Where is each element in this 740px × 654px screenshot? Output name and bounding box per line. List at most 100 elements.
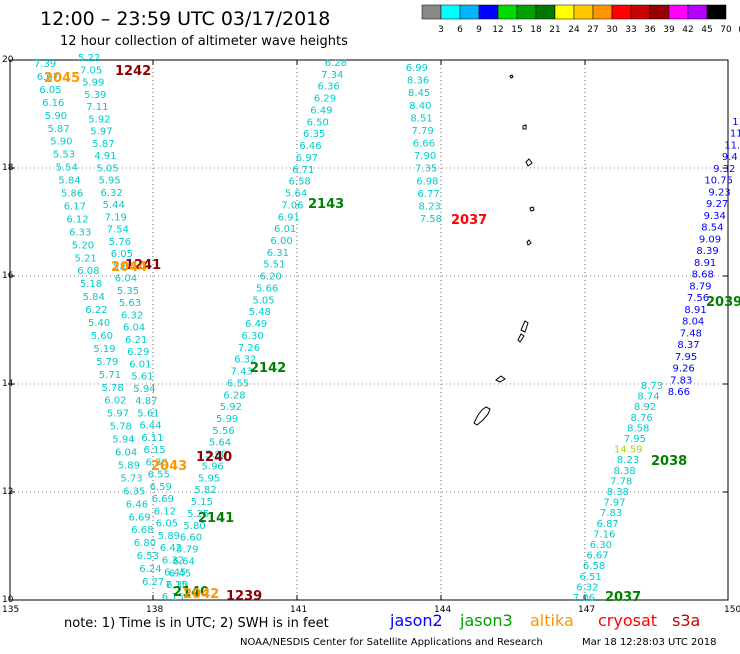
wave-height-value: 8.92 — [634, 402, 656, 413]
wave-height-value: 8.66 — [668, 387, 690, 398]
wave-height-value: 9.23 — [708, 187, 730, 198]
colorbar-label: 9 — [476, 25, 482, 35]
wave-height-value: 5.94 — [112, 435, 134, 446]
wave-height-value: 10.75 — [704, 176, 733, 187]
wave-height-value: 6.15 — [144, 445, 166, 456]
wave-height-value: 5.64 — [285, 189, 307, 200]
pagan-island — [529, 206, 535, 212]
wave-height-value: 6.11 — [141, 433, 163, 444]
colorbar-label: 18 — [530, 25, 542, 35]
wave-height-value: 5.61 — [131, 372, 153, 383]
wave-height-value: 5.89 — [118, 460, 140, 471]
wave-height-value: 9.34 — [704, 211, 726, 222]
wave-height-value: 7.83 — [670, 375, 692, 386]
timestamp-text: Mar 18 12:28:03 UTC 2018 — [582, 637, 717, 648]
wave-height-value: 6.28 — [223, 390, 245, 401]
wave-height-value: 6.44 — [139, 421, 161, 432]
wave-height-value: 7.95 — [624, 434, 646, 445]
wave-height-value: 9.32 — [713, 164, 735, 175]
guam-island — [473, 406, 491, 426]
wave-height-value: 5.97 — [107, 409, 129, 420]
wave-height-value: 11 — [730, 129, 740, 140]
wave-height-value: 6.12 — [66, 214, 88, 225]
colorbar-swatch — [440, 4, 461, 20]
pass-number-label: 2141 — [198, 511, 234, 526]
wave-height-value: 7.97 — [603, 498, 625, 509]
wave-height-value: 8.38 — [607, 487, 629, 498]
wave-height-value: 6.87 — [597, 519, 619, 530]
wave-height-value: 7.05 — [80, 65, 102, 76]
wave-height-value: 7.11 — [86, 102, 108, 113]
colorbar-swatch — [573, 4, 594, 20]
lat-lon-grid: 135 138 141 144 147 150 20 18 16 14 12 10 — [2, 55, 740, 615]
wave-height-value: 6.29 — [127, 347, 149, 358]
wave-height-value: 6.91 — [278, 212, 300, 223]
wave-height-value: 5.76 — [109, 237, 131, 248]
wave-height-value: 6.45 — [169, 568, 191, 579]
wave-height-value: 8.76 — [631, 413, 653, 424]
wave-height-value: 5.90 — [205, 450, 227, 461]
wave-height-value: 7.35 — [415, 164, 437, 175]
wave-height-value: 5.15 — [191, 497, 213, 508]
wave-height-value: 7.58 — [420, 214, 442, 225]
pass-number-label: 2143 — [308, 197, 344, 212]
wave-height-value: 6.49 — [245, 319, 267, 330]
pass-number-label: 2140 — [173, 585, 209, 600]
map-subtitle: 12 hour collection of altimeter wave hei… — [60, 34, 348, 49]
pass-number-label: 2045 — [44, 71, 80, 86]
wave-height-value: 6.68 — [131, 525, 153, 536]
wave-height-value: 6.77 — [417, 189, 439, 200]
latitude-label: 14 — [2, 379, 14, 389]
wave-height-value: 6.69 — [152, 494, 174, 505]
wave-height-value: 6.71 — [292, 165, 314, 176]
wave-height-value: 5.95 — [198, 473, 220, 484]
wave-height-value: 5.56 — [212, 426, 234, 437]
pass-number-label: 1242 — [115, 64, 151, 79]
wave-height-value: 6.24 — [139, 564, 161, 575]
latitude-label: 12 — [2, 487, 13, 497]
wave-height-value: 6.30 — [590, 540, 612, 551]
longitude-label: 141 — [290, 605, 307, 615]
tinian-island — [517, 333, 525, 343]
colorbar-label: 33 — [625, 25, 636, 35]
wave-height-value: 8.73 — [641, 381, 663, 392]
colorbar-swatch — [630, 4, 651, 20]
wave-height-value: 8.37 — [677, 340, 699, 351]
wave-height-value: 5.79 — [176, 545, 198, 556]
wave-height-value: 5.71 — [99, 370, 121, 381]
wave-height-value: 6.08 — [77, 266, 99, 277]
wave-height-value: 5.21 — [75, 253, 97, 264]
wave-height-value: 7.06 — [573, 593, 595, 604]
wave-height-value: 11 — [732, 117, 740, 128]
colorbar-label: 12 — [492, 25, 503, 35]
wave-height-value: 7.34 — [321, 70, 343, 81]
wave-height-value: 7.39 — [34, 59, 56, 70]
wave-height-value: 5.90 — [45, 111, 67, 122]
wave-height-value: 9.09 — [699, 234, 721, 245]
wave-height-value: 8.91 — [684, 305, 706, 316]
wave-height-tracks: 7.39 6.67 6.05 6.16 5.90 5.87 5.90 5.53 5.54 5.84… — [34, 53, 740, 604]
wave-height-value: 5.82 — [194, 485, 216, 496]
wave-height-value: 7.06 — [281, 200, 303, 211]
colorbar-swatch — [611, 4, 632, 20]
wave-height-value: 6.45 — [164, 568, 186, 579]
wave-height-value: 5.05 — [252, 295, 274, 306]
wave-height-value: 6.99 — [406, 63, 428, 74]
colorbar-label: 6 — [457, 25, 463, 35]
wave-height-value: 8.39 — [696, 246, 718, 257]
pass-number-label: 1240 — [196, 450, 232, 465]
wave-height-value: 5.54 — [56, 163, 78, 174]
wave-height-value: 5.90 — [50, 137, 72, 148]
wave-height-value: 7.26 — [238, 343, 260, 354]
wave-height-value: 6.32 — [576, 582, 598, 593]
wave-height-value: 6.58 — [583, 561, 605, 572]
longitude-label: 135 — [2, 605, 19, 615]
colorbar-label: 27 — [587, 25, 598, 35]
wave-height-value: 6.16 — [42, 98, 64, 109]
map-frame — [9, 59, 729, 601]
colorbar-label: 30 — [606, 25, 618, 35]
wave-height-value: 5.66 — [256, 284, 278, 295]
colorbar-label: 24 — [568, 25, 580, 35]
